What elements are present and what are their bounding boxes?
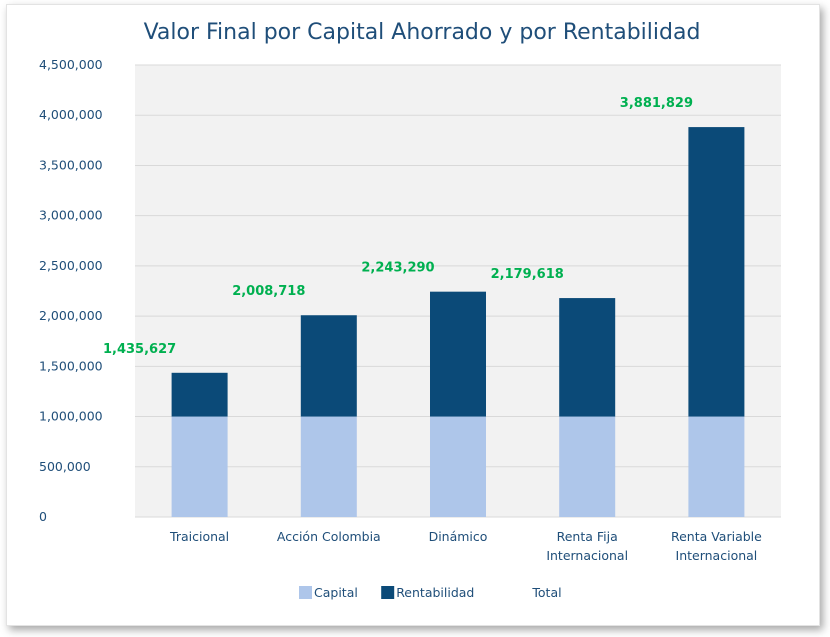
y-tick-label: 4,000,000 [39,107,103,122]
y-tick-label: 2,500,000 [39,258,103,273]
bar-capital [559,416,616,517]
bar-capital [300,416,357,517]
y-tick-label: 1,000,000 [39,409,103,424]
chart-svg: Valor Final por Capital Ahorrado y por R… [39,20,781,600]
total-label: 2,008,718 [232,284,305,299]
y-tick-label: 1,500,000 [39,358,103,373]
y-tick-label: 0 [39,509,47,524]
legend-label: Rentabilidad [396,585,474,600]
x-axis: Traicional Acción Colombia Dinámico Renta F… [169,529,762,563]
x-tick-label: Renta Fija [557,529,618,544]
chart-frame: Valor Final por Capital Ahorrado y por R… [6,4,820,626]
y-axis: 0 500,000 1,000,000 1,500,000 2,000,000 2,500… [39,57,103,524]
legend: Capital Rentabilidad Total [299,585,562,600]
bar-capital [430,416,486,517]
legend-label: Capital [314,585,358,600]
total-label: 1,435,627 [103,342,176,357]
bars [171,127,745,517]
y-tick-label: 2,000,000 [39,308,103,323]
chart-title: Valor Final por Capital Ahorrado y por R… [144,20,701,45]
y-tick-label: 3,500,000 [39,157,103,172]
total-labels: 1,435,627 2,008,718 2,243,290 2,179,618 3,88… [103,96,693,357]
y-tick-label: 3,000,000 [39,208,103,223]
legend-swatch-rentabilidad [381,586,395,599]
x-tick-label: Traicional [169,529,229,544]
x-tick-label: Internacional [676,548,758,563]
x-tick-label: Acción Colombia [277,529,381,544]
legend-label: Total [531,585,561,600]
total-label: 2,243,290 [361,261,434,276]
bar-rentabilidad [559,298,616,417]
total-label: 3,881,829 [620,96,693,111]
total-label: 2,179,618 [491,267,564,282]
bar-rentabilidad [171,372,228,417]
bar-capital [171,416,228,517]
bar-rentabilidad [300,315,357,417]
bar-rentabilidad [688,127,745,417]
y-tick-label: 4,500,000 [39,57,103,72]
x-tick-label: Renta Variable [671,529,762,544]
legend-swatch-capital [299,586,312,599]
x-tick-label: Internacional [546,548,628,563]
bar-rentabilidad [430,291,486,417]
bar-capital [688,416,745,517]
y-tick-label: 500,000 [39,459,91,474]
x-tick-label: Dinámico [429,529,488,544]
